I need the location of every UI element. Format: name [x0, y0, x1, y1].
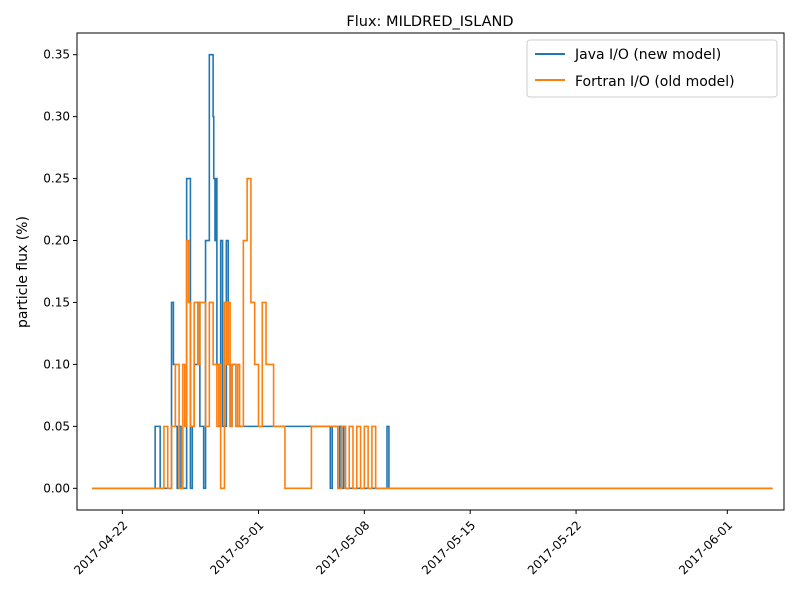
y-tick-label: 0.00	[43, 481, 70, 495]
x-tick-label: 2017-05-01	[207, 518, 266, 577]
y-tick-label: 0.25	[43, 172, 70, 186]
legend: Java I/O (new model) Fortran I/O (old mo…	[526, 39, 778, 98]
y-tick-label: 0.20	[43, 234, 70, 248]
y-tick-label: 0.10	[43, 357, 70, 371]
chart-title: Flux: MILDRED_ISLAND	[346, 14, 513, 30]
x-ticks: 2017-04-22 2017-05-01 2017-05-08 2017-05-15…	[71, 510, 735, 577]
y-tick-label: 0.35	[43, 48, 70, 62]
x-tick-label: 2017-05-08	[313, 518, 372, 577]
y-axis-title: particle flux (%)	[15, 216, 31, 328]
plot-frame	[76, 32, 785, 511]
x-tick-label: 2017-05-22	[525, 518, 584, 577]
series-layer	[92, 53, 773, 490]
x-tick-label: 2017-04-22	[71, 518, 130, 577]
y-tick-label: 0.15	[43, 295, 70, 309]
series-line-fortran	[92, 177, 773, 490]
legend-label-java: Java I/O (new model)	[574, 47, 721, 63]
x-tick-label: 2017-06-01	[676, 518, 735, 577]
legend-box	[526, 39, 778, 98]
x-tick-label: 2017-05-15	[419, 518, 478, 577]
y-tick-label: 0.05	[43, 419, 70, 433]
y-ticks: 0.00 0.05 0.10 0.15 0.20 0.25 0.30 0.35	[43, 48, 77, 495]
legend-label-fortran: Fortran I/O (old model)	[575, 74, 735, 90]
y-tick-label: 0.30	[43, 110, 70, 124]
